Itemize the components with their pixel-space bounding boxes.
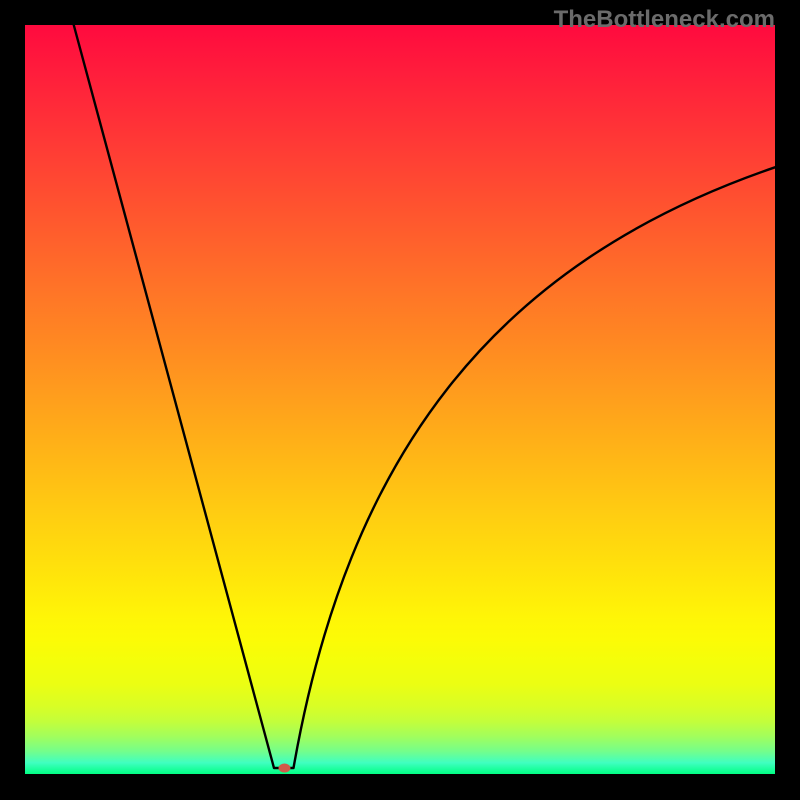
curve-layer: [0, 0, 800, 800]
optimum-marker: [279, 764, 291, 773]
chart-root: TheBottleneck.com: [0, 0, 800, 800]
bottleneck-curve: [74, 25, 775, 768]
